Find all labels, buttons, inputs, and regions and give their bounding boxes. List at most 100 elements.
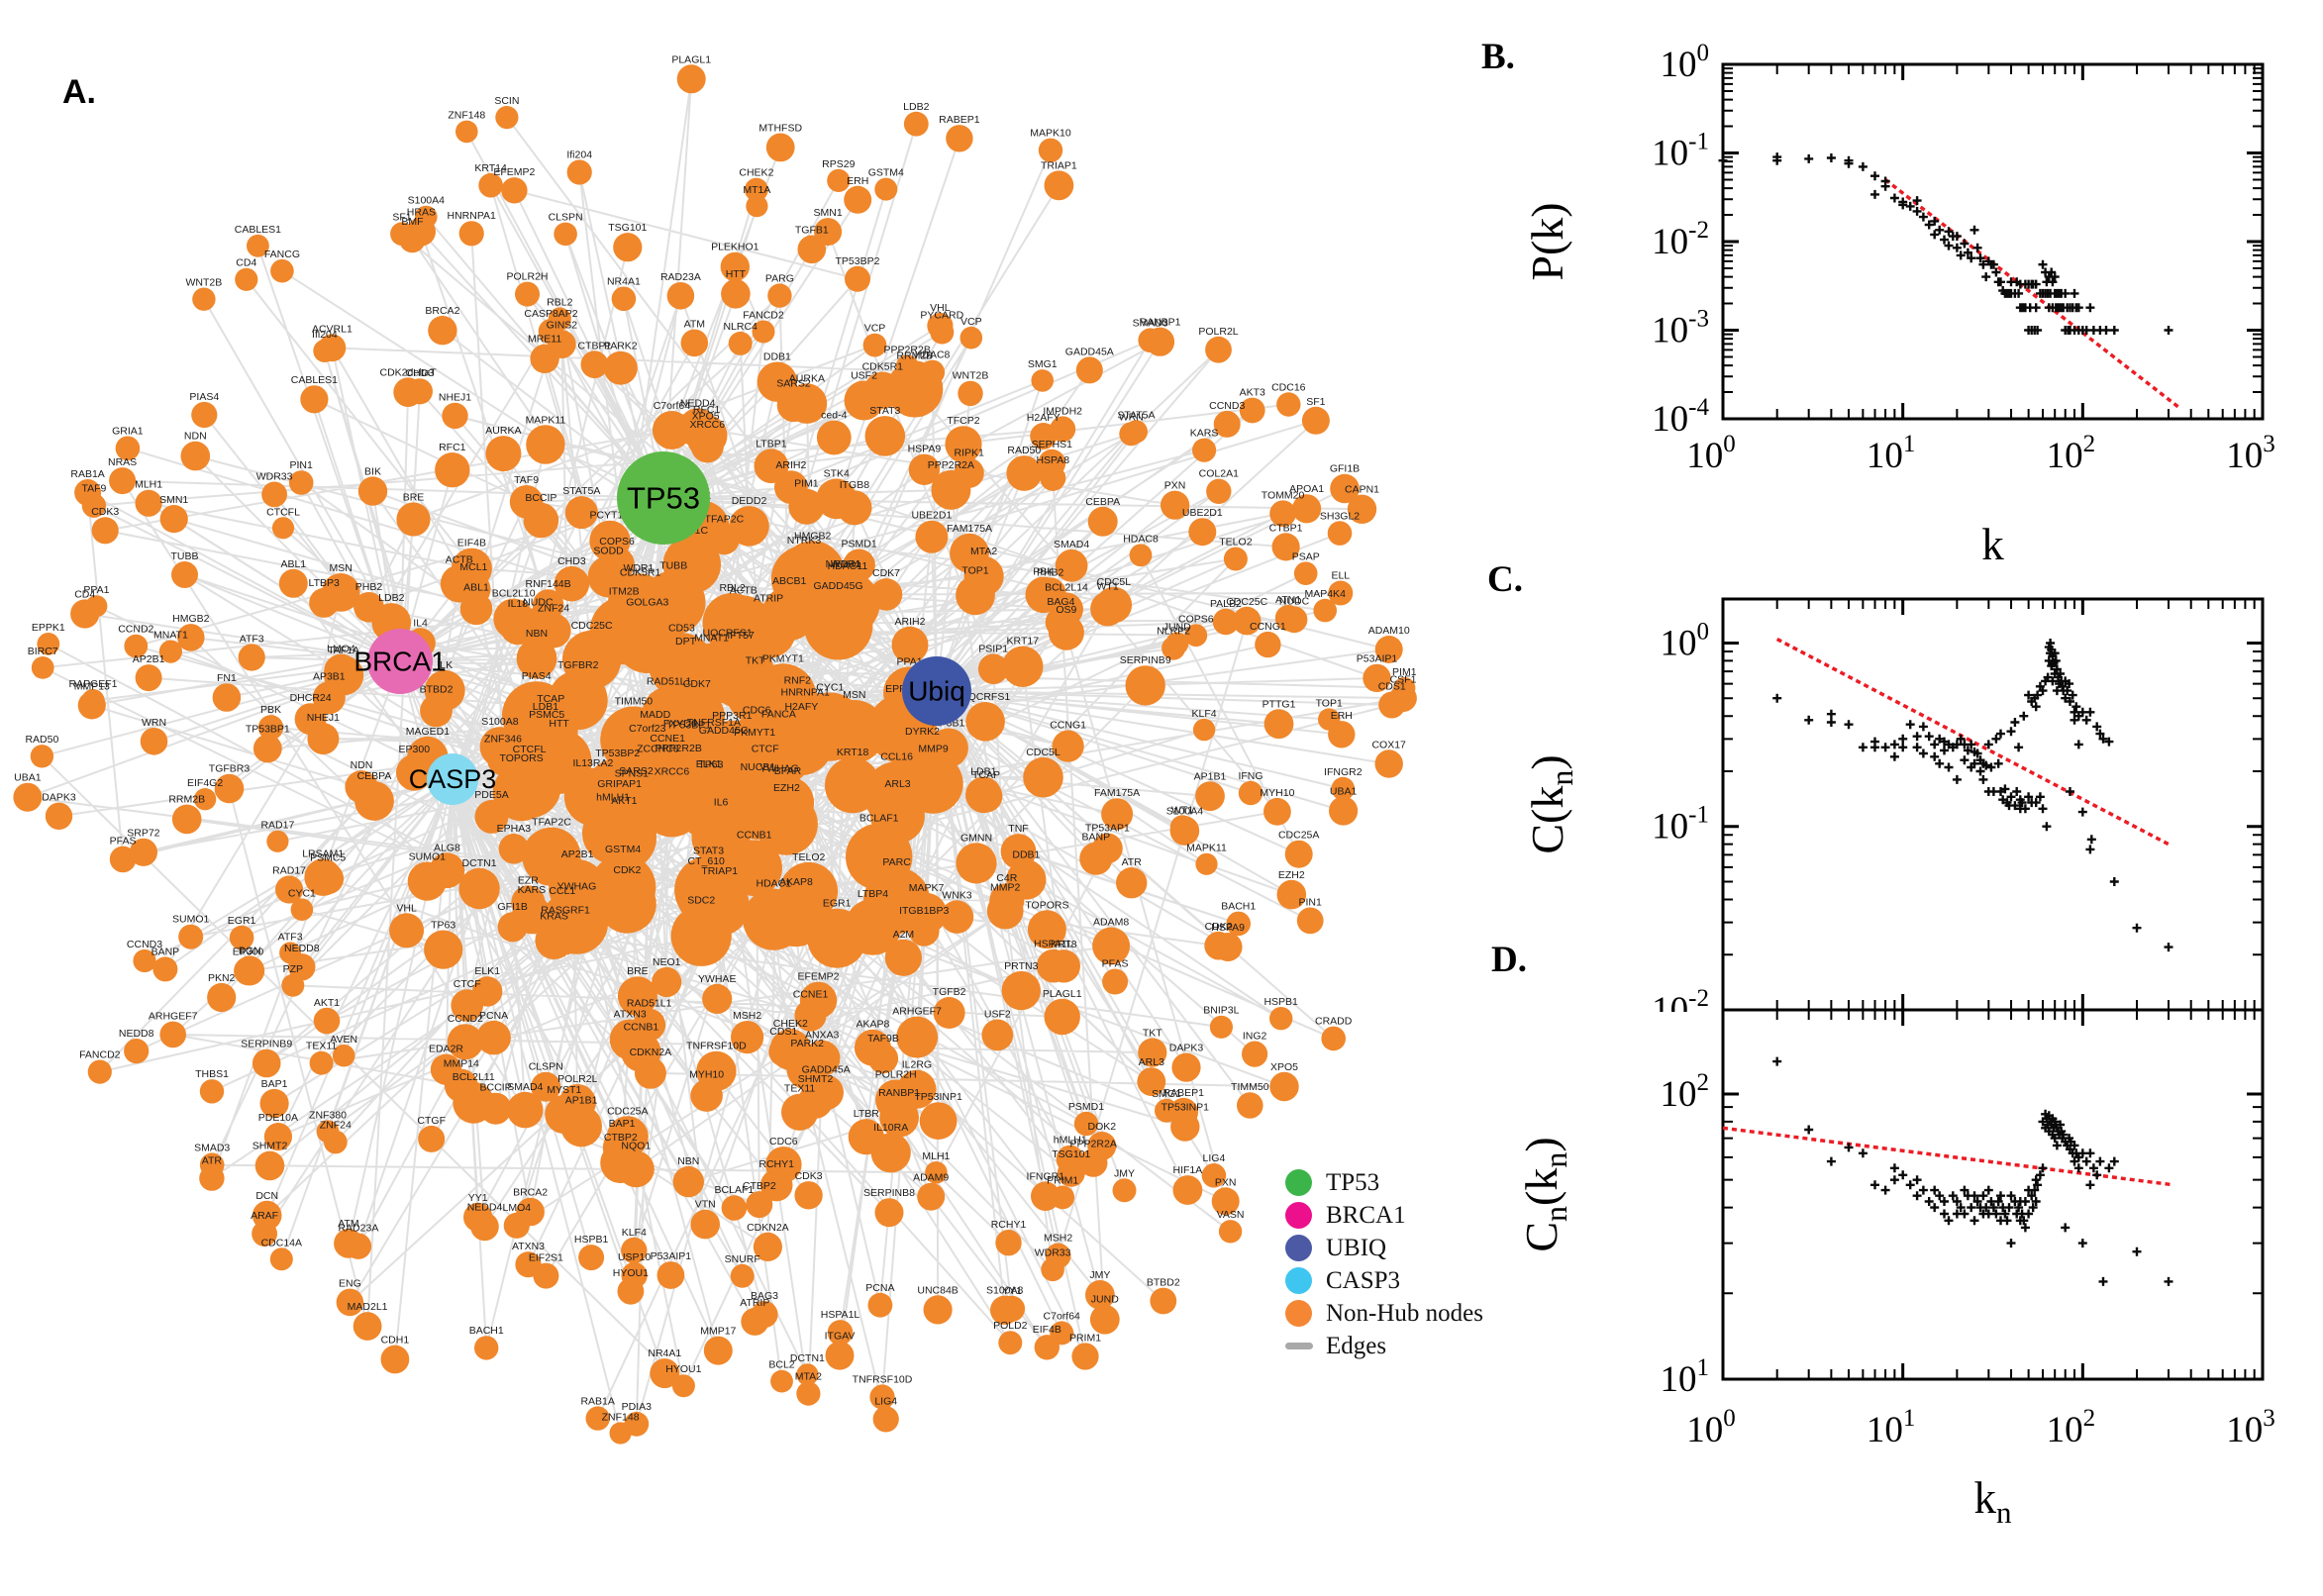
network-node xyxy=(827,168,851,192)
gene-label: WRN xyxy=(142,717,166,729)
gene-label: ACTB xyxy=(730,585,758,597)
network-node xyxy=(995,1230,1022,1256)
gene-label: ATXN3 xyxy=(614,1009,647,1021)
network-node xyxy=(336,1288,364,1317)
gene-label: LDB1 xyxy=(970,766,996,778)
gene-label: IFNGR1 xyxy=(1027,1170,1065,1182)
network-node xyxy=(266,830,289,852)
gene-label: TP53BP2 xyxy=(595,748,640,759)
network-node xyxy=(690,1079,723,1112)
network-node xyxy=(1045,606,1077,639)
gene-label: BCL2 xyxy=(768,1359,794,1371)
legend-label: TP53 xyxy=(1326,1168,1380,1196)
gene-label: CDK3 xyxy=(91,506,119,518)
network-node xyxy=(1075,356,1103,384)
gene-label: RAB1A xyxy=(580,1395,614,1407)
network-node xyxy=(1206,478,1232,504)
hub-label-casp3: CASP3 xyxy=(409,764,497,794)
gene-label: C7orf23 xyxy=(629,723,666,735)
gene-label: BANP xyxy=(1082,832,1111,844)
x-tick-label: 100 xyxy=(1686,1405,1736,1450)
network-node xyxy=(1192,438,1217,462)
gene-label: PARG xyxy=(765,272,794,284)
gene-label: PARK2 xyxy=(604,341,638,352)
gene-label: PSMD1 xyxy=(842,539,877,550)
gene-label: BNIP3L xyxy=(1203,1005,1239,1017)
gene-label: ARAF xyxy=(251,1210,278,1222)
network-node xyxy=(872,1406,899,1433)
gene-label: KRAS xyxy=(540,911,568,923)
network-node xyxy=(633,1008,666,1042)
network-node xyxy=(1171,1052,1201,1082)
network-node xyxy=(599,547,635,582)
legend-label: Non-Hub nodes xyxy=(1326,1299,1484,1327)
network-node xyxy=(1313,598,1337,623)
gene-label: ATM xyxy=(338,1218,358,1230)
network-node xyxy=(672,1165,704,1198)
gene-label: MNAT1 xyxy=(153,630,188,642)
network-node xyxy=(950,533,989,573)
legend-item-casp3: CASP3 xyxy=(1285,1264,1483,1297)
gene-label: C7orf64 xyxy=(654,400,691,412)
gene-label: AKT3 xyxy=(1240,387,1265,399)
network-node xyxy=(965,776,1002,814)
network-node xyxy=(1347,494,1377,524)
gene-label: PKMYT1 xyxy=(734,727,775,739)
network-node xyxy=(1006,859,1047,900)
network-node xyxy=(515,1251,542,1278)
network-node xyxy=(1328,580,1354,606)
gene-label: BRCA2 xyxy=(425,305,459,317)
network-graph: ZNF24 USF2 CDC6 COPS6 CCND2 BCCIP CCNB1 CDK3 WDR… xyxy=(13,53,1417,1445)
network-node xyxy=(1374,636,1403,663)
network-node xyxy=(754,449,789,484)
gene-label: CDC16 xyxy=(1271,381,1306,393)
gene-label: RBL2 xyxy=(719,582,745,594)
gene-label: C7orf64 xyxy=(1044,1310,1081,1322)
network-node xyxy=(199,1079,225,1104)
network-node xyxy=(752,320,775,344)
gene-label: MAPK11 xyxy=(1186,843,1227,854)
gene-label: GSTM4 xyxy=(605,844,641,855)
network-node xyxy=(1006,455,1043,491)
network-node xyxy=(152,956,178,982)
gene-label: DDB1 xyxy=(1012,848,1040,860)
gene-label: TUBB xyxy=(659,559,687,571)
network-node xyxy=(1092,927,1131,965)
gene-label: IFNGR2 xyxy=(1324,766,1363,778)
gene-label: NHEJ1 xyxy=(307,712,340,724)
gene-label: STK4 xyxy=(824,467,850,479)
network-node xyxy=(474,1336,499,1360)
network-node xyxy=(1055,549,1088,582)
gene-label: IL18 xyxy=(508,598,529,610)
network-node xyxy=(759,1168,793,1202)
network-node xyxy=(1363,663,1391,693)
gene-label: RFC1 xyxy=(693,404,721,416)
gene-label: SCIN xyxy=(494,95,519,107)
gene-label: SMAD4 xyxy=(507,1081,543,1093)
gene-label: H2AFY xyxy=(1027,412,1060,424)
network-node xyxy=(1050,416,1076,443)
gene-label: WNK3 xyxy=(942,889,971,901)
network-node xyxy=(428,316,457,346)
gene-label: TGFB1 xyxy=(795,225,829,237)
network-node xyxy=(799,981,838,1019)
gene-label: POLR2L xyxy=(557,1073,597,1085)
network-node xyxy=(702,983,733,1014)
network-node xyxy=(1057,1158,1085,1187)
gene-label: ELK1 xyxy=(696,758,722,770)
legend-label: Edges xyxy=(1326,1332,1387,1359)
network-node xyxy=(389,913,425,948)
network-node xyxy=(498,834,530,864)
x-tick-label: 100 xyxy=(1686,431,1736,476)
gene-label: EGR1 xyxy=(228,915,256,927)
gene-label: EIF4B xyxy=(1033,1324,1061,1336)
gene-label: TNFRSF10D xyxy=(853,1373,913,1385)
gene-label: MAPK11 xyxy=(526,414,566,426)
network-node xyxy=(1052,730,1084,762)
gene-label: GOLGA3 xyxy=(626,597,668,609)
network-node xyxy=(1125,665,1165,706)
network-node xyxy=(903,111,929,137)
gene-label: CT_610 xyxy=(688,855,726,867)
gene-label: TCAP xyxy=(972,769,1000,781)
gene-label: ATN1 xyxy=(1275,594,1301,606)
